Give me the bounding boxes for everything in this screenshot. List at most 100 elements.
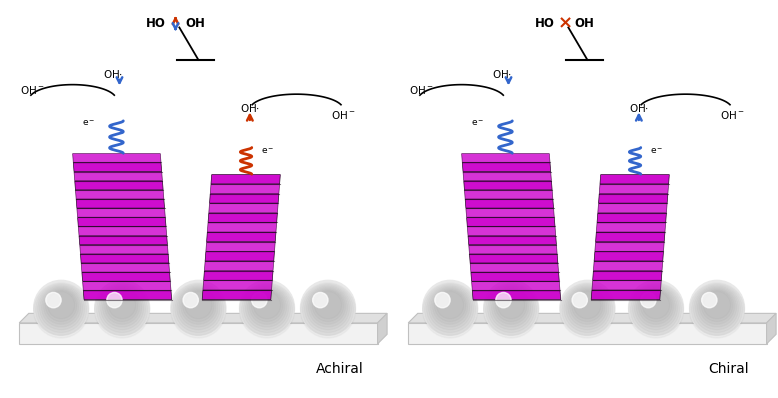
Polygon shape	[203, 281, 272, 290]
Text: Achiral: Achiral	[316, 362, 363, 376]
Circle shape	[180, 289, 216, 324]
Circle shape	[430, 288, 470, 327]
Circle shape	[250, 289, 285, 324]
Circle shape	[173, 284, 224, 335]
Circle shape	[245, 287, 289, 330]
Circle shape	[108, 291, 136, 319]
Circle shape	[247, 288, 286, 327]
Polygon shape	[74, 172, 163, 181]
Polygon shape	[466, 209, 554, 217]
Text: HO: HO	[535, 17, 555, 30]
Circle shape	[99, 285, 145, 332]
Circle shape	[496, 290, 527, 322]
Circle shape	[634, 287, 678, 330]
Polygon shape	[468, 236, 556, 245]
Polygon shape	[766, 313, 776, 344]
Circle shape	[183, 293, 198, 308]
Circle shape	[307, 287, 349, 330]
Circle shape	[702, 293, 717, 308]
Circle shape	[429, 287, 471, 330]
Polygon shape	[207, 232, 276, 242]
Circle shape	[46, 293, 61, 308]
Circle shape	[175, 285, 222, 332]
Circle shape	[639, 289, 674, 324]
Circle shape	[640, 293, 656, 308]
Polygon shape	[209, 194, 279, 203]
Circle shape	[41, 288, 81, 327]
Circle shape	[184, 291, 212, 319]
Polygon shape	[464, 181, 552, 190]
Circle shape	[103, 288, 142, 327]
Circle shape	[435, 293, 450, 308]
Polygon shape	[82, 282, 171, 291]
Circle shape	[629, 283, 683, 338]
Polygon shape	[81, 263, 170, 272]
Polygon shape	[77, 209, 165, 217]
Circle shape	[33, 283, 89, 338]
Circle shape	[560, 283, 615, 338]
Circle shape	[703, 291, 731, 319]
Polygon shape	[471, 273, 559, 281]
Polygon shape	[462, 163, 551, 172]
Circle shape	[566, 287, 609, 330]
Circle shape	[433, 289, 468, 324]
Circle shape	[308, 288, 348, 327]
Circle shape	[568, 288, 607, 327]
Circle shape	[300, 283, 356, 338]
Circle shape	[492, 288, 531, 327]
Circle shape	[100, 287, 144, 330]
Circle shape	[484, 280, 538, 335]
Text: OH$\cdot$: OH$\cdot$	[240, 102, 260, 114]
Circle shape	[425, 284, 475, 335]
Circle shape	[569, 289, 605, 324]
Polygon shape	[472, 291, 561, 300]
Polygon shape	[461, 154, 550, 162]
Polygon shape	[82, 273, 170, 281]
Circle shape	[304, 285, 352, 332]
Text: HO: HO	[146, 17, 166, 30]
Circle shape	[488, 285, 534, 332]
Polygon shape	[598, 203, 667, 213]
Polygon shape	[595, 242, 664, 252]
Circle shape	[699, 289, 734, 324]
Circle shape	[95, 283, 149, 338]
Circle shape	[104, 289, 140, 324]
Circle shape	[244, 285, 290, 332]
Circle shape	[303, 284, 353, 335]
Circle shape	[40, 287, 82, 330]
Circle shape	[489, 287, 533, 330]
Circle shape	[171, 280, 226, 335]
Circle shape	[436, 291, 464, 319]
Circle shape	[44, 289, 79, 324]
Polygon shape	[19, 313, 387, 323]
Polygon shape	[598, 194, 668, 203]
Polygon shape	[80, 254, 169, 263]
Circle shape	[107, 290, 138, 322]
Circle shape	[241, 284, 293, 335]
Polygon shape	[377, 313, 387, 344]
Circle shape	[484, 283, 538, 338]
Text: OH: OH	[185, 17, 205, 30]
Polygon shape	[463, 172, 552, 181]
Polygon shape	[205, 261, 274, 271]
Polygon shape	[72, 154, 161, 162]
Text: OH$\cdot$: OH$\cdot$	[629, 102, 649, 114]
Polygon shape	[469, 254, 558, 263]
Circle shape	[251, 290, 282, 322]
Polygon shape	[408, 313, 776, 323]
Circle shape	[560, 280, 615, 335]
Circle shape	[37, 285, 85, 332]
Circle shape	[33, 280, 89, 335]
Circle shape	[636, 288, 675, 327]
Polygon shape	[600, 175, 669, 184]
Text: OH$^-$: OH$^-$	[20, 84, 45, 96]
Polygon shape	[75, 190, 164, 199]
Text: OH$\cdot$: OH$\cdot$	[103, 68, 123, 80]
Circle shape	[300, 280, 356, 335]
Circle shape	[689, 280, 745, 335]
Circle shape	[701, 290, 733, 322]
Circle shape	[95, 280, 149, 335]
Circle shape	[485, 284, 537, 335]
Polygon shape	[75, 181, 163, 190]
Polygon shape	[596, 223, 666, 232]
